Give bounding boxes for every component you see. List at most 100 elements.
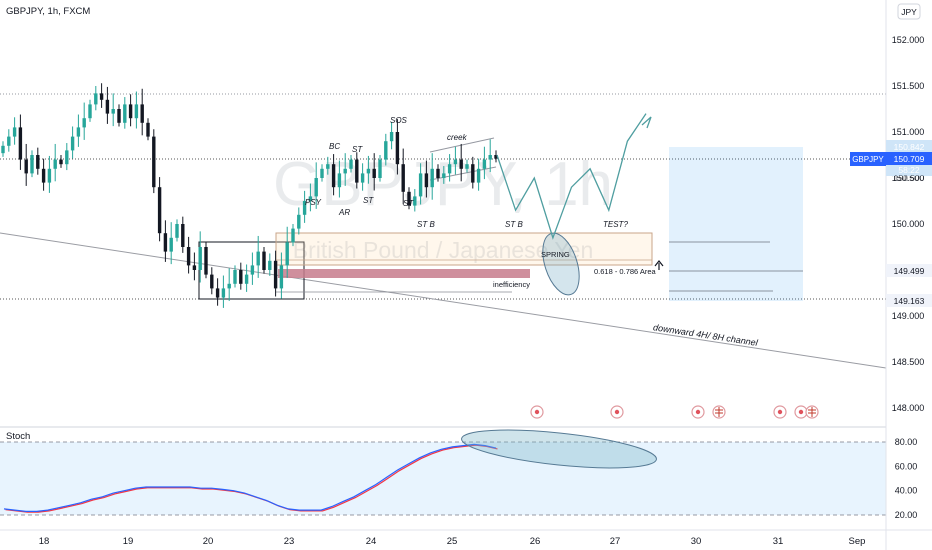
candle-body — [459, 159, 463, 169]
event-dot — [614, 409, 620, 415]
candle-body — [233, 270, 237, 284]
candle-body — [372, 168, 376, 178]
candle-body — [163, 233, 168, 252]
candle-body — [36, 155, 40, 169]
candle-body — [186, 247, 191, 266]
label-st1: ST — [352, 145, 363, 154]
candle-body — [442, 173, 446, 178]
candle-body — [389, 132, 394, 142]
time-tick-label: 24 — [366, 536, 377, 547]
price-tick-label: 148.500 — [892, 357, 925, 367]
label-creek: creek — [447, 133, 468, 142]
event-dot — [798, 409, 804, 415]
candle-body — [355, 159, 359, 183]
candle-body — [24, 159, 28, 174]
price-tick-label: 150.500 — [892, 173, 925, 183]
candle-body — [12, 127, 17, 137]
candle-body — [424, 173, 429, 188]
last-price: 150.709 — [894, 154, 925, 164]
candle-body — [204, 247, 208, 275]
projection-arrow-icon — [641, 116, 652, 129]
watermark-symbol: GBPJPY, 1h — [273, 150, 613, 219]
candle-body — [413, 196, 417, 206]
candle-body — [320, 168, 324, 178]
label-test: TEST? — [603, 220, 628, 229]
candle-body — [239, 270, 243, 284]
candle-body — [244, 274, 249, 284]
candle-body — [314, 178, 318, 197]
symbol-badge-text: GBPJPY — [852, 155, 884, 164]
candle-body — [268, 260, 272, 270]
candle-body — [337, 173, 342, 188]
candle-body — [331, 164, 336, 188]
time-tick-label: 25 — [447, 536, 458, 547]
candle-body — [111, 109, 115, 114]
candle-body — [256, 251, 260, 266]
projection-path[interactable] — [496, 113, 647, 240]
arrow-up-icon — [654, 260, 664, 270]
event-dot — [695, 409, 701, 415]
candle-body — [360, 173, 365, 183]
candle-body — [401, 164, 405, 192]
label-sos: SOS — [390, 116, 408, 125]
inefficiency-zone[interactable] — [278, 269, 530, 278]
price-tick-label: 152.000 — [892, 35, 925, 45]
stoch-tick-label: 60.00 — [895, 461, 918, 471]
label-ar: AR — [338, 208, 350, 217]
label-st-b2: ST B — [505, 220, 523, 229]
candle-body — [18, 127, 23, 160]
candle-body — [291, 228, 295, 243]
price-tick-label: 149.000 — [892, 311, 925, 321]
candle-body — [59, 159, 63, 165]
price-tick-label: 148.000 — [892, 403, 925, 413]
stoch-tick-label: 40.00 — [895, 486, 918, 496]
channel-line[interactable] — [0, 232, 887, 369]
candle-body — [221, 288, 226, 298]
stoch-axis[interactable]: 80.00 60.00 40.00 20.00 — [895, 437, 918, 520]
time-tick-label: 27 — [610, 536, 621, 547]
event-markers[interactable] — [530, 405, 819, 419]
candle-body — [250, 265, 255, 275]
position-box[interactable] — [669, 147, 803, 301]
candle-body — [53, 159, 57, 169]
candle-body — [436, 168, 440, 178]
candle-body — [105, 99, 110, 114]
candle-body — [494, 155, 498, 159]
box-top-price: 150.842 — [894, 142, 925, 152]
candle-body — [181, 224, 185, 247]
flag-stripes — [715, 407, 723, 417]
candle-body — [297, 214, 301, 229]
candle-body — [343, 168, 347, 174]
label-st-b1: ST B — [417, 220, 435, 229]
time-tick-label: 19 — [123, 536, 134, 547]
time-tick-label: 23 — [284, 536, 295, 547]
candle-body — [482, 159, 487, 169]
candle-body — [308, 196, 313, 201]
candle-body — [198, 247, 202, 270]
event-dot — [777, 409, 783, 415]
stoch-label: Stoch — [6, 431, 30, 442]
candle-body — [140, 104, 144, 123]
symbol-title[interactable]: GBPJPY, 1h, FXCM — [6, 6, 90, 17]
stoch-ellipse[interactable] — [460, 423, 658, 475]
symbol-badge — [850, 152, 886, 166]
candle-body — [366, 168, 371, 174]
candle-body — [279, 265, 284, 289]
time-tick-label: 31 — [773, 536, 784, 547]
candle-body — [215, 288, 220, 298]
creek-lower — [429, 166, 497, 181]
flag-stripes — [808, 407, 816, 417]
inefficiency-label: inefficiency — [493, 280, 530, 289]
level-badge-1 — [886, 264, 932, 277]
candle-body — [488, 155, 492, 160]
candle-body — [349, 159, 353, 169]
candles — [1, 83, 498, 308]
time-axis[interactable]: 18 19 20 23 24 25 26 27 30 31 Sep — [39, 536, 866, 547]
candle-body — [262, 251, 266, 270]
candle-body — [407, 191, 411, 206]
time-tick-label: Sep — [849, 536, 866, 547]
candle-body — [128, 104, 133, 119]
currency-badge[interactable] — [897, 3, 921, 20]
